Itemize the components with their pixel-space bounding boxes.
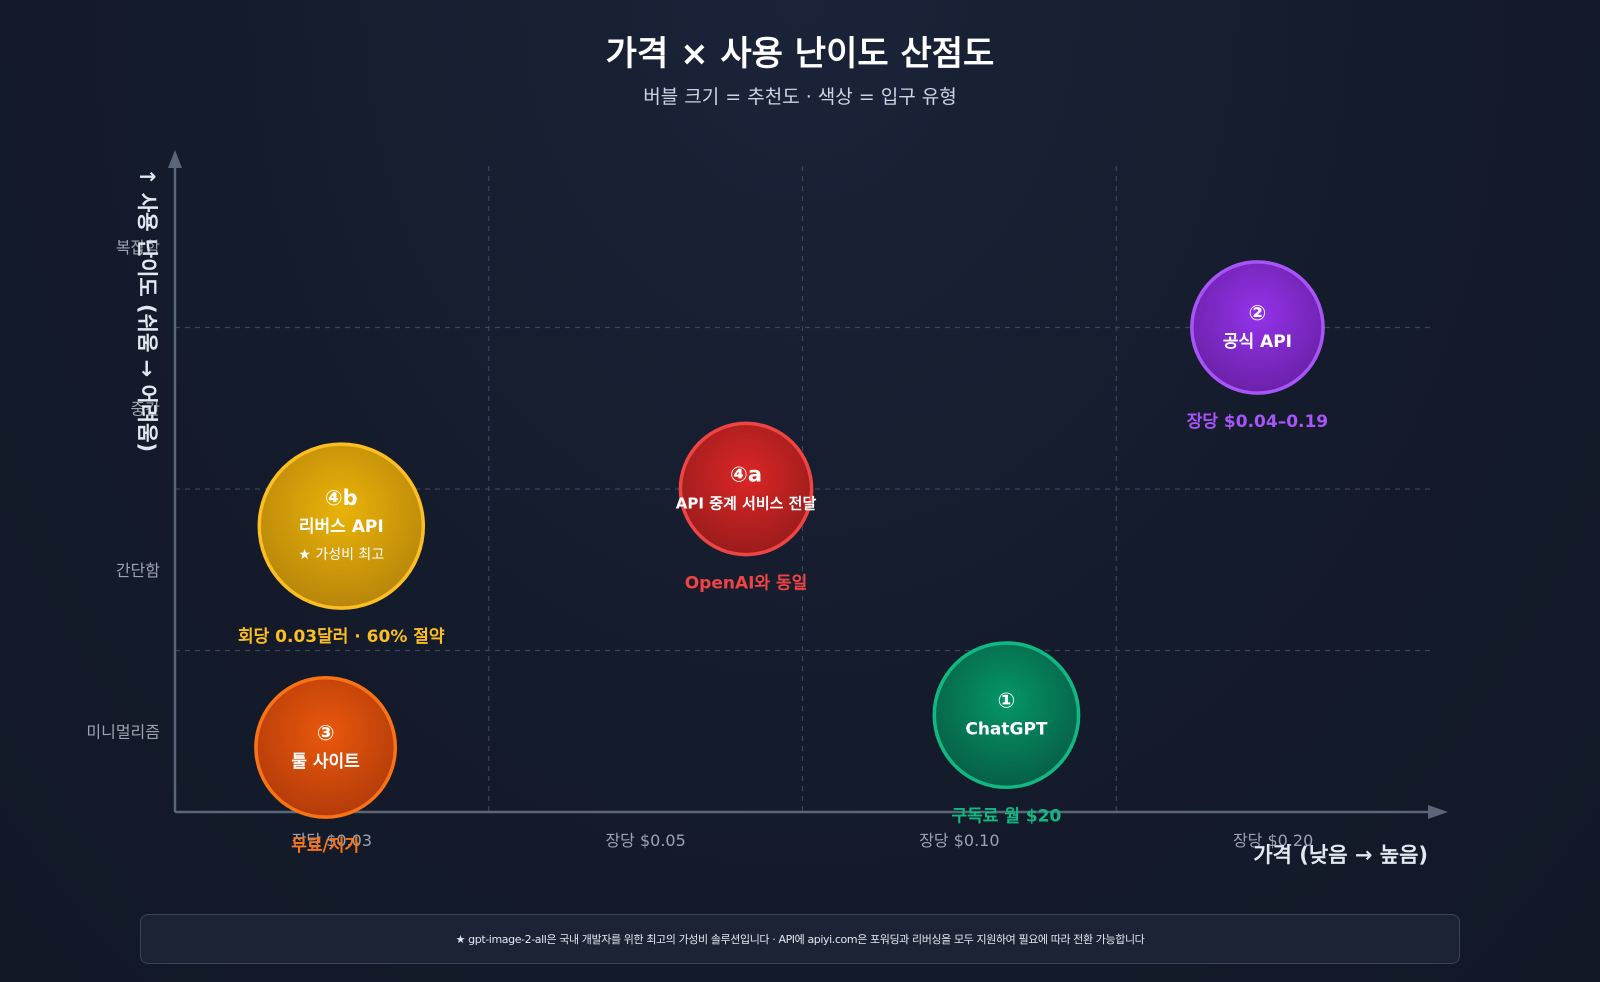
bubble-4a: ④a API 중계 서비스 전달 OpenAI와 동일: [676, 421, 817, 594]
bubble-name: 툴 사이트: [291, 752, 360, 772]
bubble-note: OpenAI와 동일: [685, 574, 808, 594]
bubble-tag: ★ 가성비 최고: [298, 547, 384, 563]
bubble-circle: [932, 641, 1081, 790]
x-axis-arrow-icon: [1428, 805, 1448, 819]
bubble-badge: ②: [1249, 301, 1267, 325]
x-tick-label: 장당 $0.03: [292, 831, 372, 850]
bubble-name: 리버스 API: [299, 517, 384, 537]
y-tick-labels: 미니멀리즘 간단함 중간 복잡함: [86, 238, 160, 742]
footer-note: ★ gpt-image-2-all은 국내 개발자를 위한 최고의 가성비 솔루…: [140, 914, 1460, 964]
footer-note-text: ★ gpt-image-2-all은 국내 개발자를 위한 최고의 가성비 솔루…: [455, 933, 1145, 946]
y-axis-label: ↑ 사용 난이도 (쉬움 → 어려움): [135, 168, 159, 452]
axes: [168, 150, 1448, 819]
bubble-note: 무료/저가: [291, 836, 360, 856]
chart-title: 가격 × 사용 난이도 산점도: [605, 34, 995, 74]
bubble-circle: [257, 442, 426, 610]
bubble-name: ChatGPT: [965, 720, 1048, 740]
scatter-chart: 장당 $0.03 장당 $0.05 장당 $0.10 장당 $0.20 미니멀리즘 간단…: [86, 150, 1448, 867]
bubble-badge: ④a: [730, 463, 762, 487]
x-tick-label: 장당 $0.10: [919, 831, 999, 850]
bubble-note: 장당 $0.04–0.19: [1187, 412, 1328, 432]
y-tick-label: 복잡함: [116, 238, 160, 257]
y-tick-label: 미니멀리즘: [86, 722, 160, 741]
bubble-circle: [1190, 260, 1325, 395]
bubble-badge: ④b: [325, 486, 358, 510]
y-tick-label: 중간: [131, 399, 161, 418]
bubble-name: 공식 API: [1223, 332, 1292, 352]
bubble-circle: [678, 421, 814, 557]
y-tick-label: 간단함: [116, 561, 160, 580]
x-tick-label: 장당 $0.20: [1233, 831, 1313, 850]
bubble-circle: [254, 675, 398, 819]
y-axis-arrow-icon: [168, 150, 182, 168]
x-axis-label: 가격 (낮음 → 높음): [1253, 843, 1428, 867]
x-tick-label: 장당 $0.05: [605, 831, 685, 850]
bubble-note: 회당 0.03달러 · 60% 절약: [238, 626, 445, 647]
bubble-2: ② 공식 API 장당 $0.04–0.19: [1187, 260, 1328, 432]
bubble-1: ① ChatGPT 구독료 월 $20: [932, 641, 1081, 826]
chart-subtitle: 버블 크기 = 추천도 · 색상 = 입구 유형: [643, 86, 957, 108]
bubble-name: API 중계 서비스 전달: [676, 495, 817, 513]
x-tick-labels: 장당 $0.03 장당 $0.05 장당 $0.10 장당 $0.20: [292, 831, 1314, 850]
bubble-badge: ①: [998, 689, 1016, 713]
bubble-note: 구독료 월 $20: [951, 806, 1061, 826]
bubble-badge: ③: [317, 721, 335, 745]
